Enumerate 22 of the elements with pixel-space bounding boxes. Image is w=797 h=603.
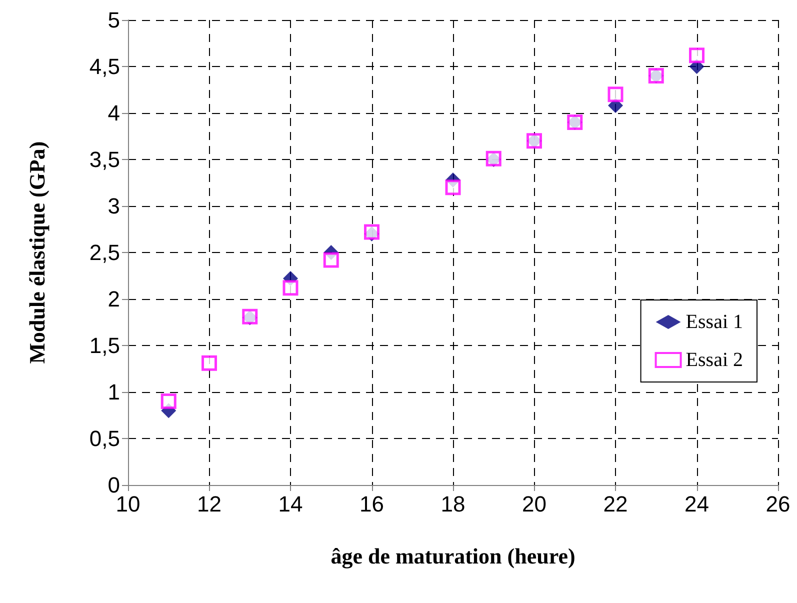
y-tick-label: 1 <box>108 380 120 404</box>
x-tick-label: 16 <box>360 492 384 516</box>
y-tick-label: 4,5 <box>89 54 120 79</box>
y-tick-label: 3,5 <box>89 147 120 172</box>
y-axis-title: Module élastique (GPa) <box>24 141 50 364</box>
x-tick-label: 24 <box>684 492 709 516</box>
y-tick-label: 2 <box>108 286 120 312</box>
x-tick-label: 18 <box>440 492 466 516</box>
x-tick-label: 12 <box>197 492 222 516</box>
y-tick-label: 4 <box>108 100 120 126</box>
x-axis-title: âge de maturation (heure) <box>330 544 576 568</box>
y-tick-label: 5 <box>108 8 120 32</box>
y-tick-label: 2,5 <box>89 240 120 265</box>
x-tick-label: 20 <box>522 492 546 516</box>
x-tick-label: 22 <box>603 492 628 516</box>
legend-label: Essai 2 <box>686 349 743 371</box>
x-tick-label: 14 <box>278 492 303 516</box>
y-tick-label: 3 <box>108 194 120 218</box>
y-tick-label: 1,5 <box>89 333 120 358</box>
x-tick-label: 26 <box>766 492 790 516</box>
legend-label: Essai 1 <box>686 311 743 333</box>
y-tick-label: 0,5 <box>89 426 120 451</box>
